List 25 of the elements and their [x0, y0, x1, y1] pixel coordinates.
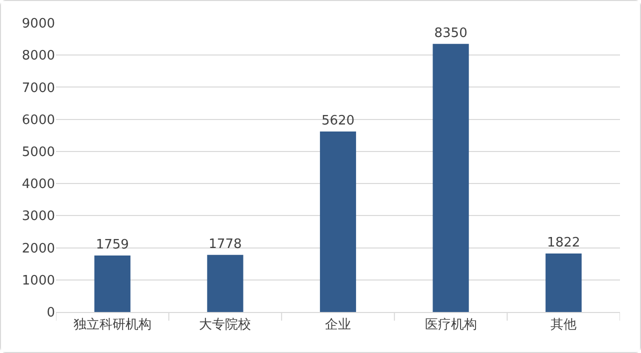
x-tick-label: 独立科研机构: [73, 316, 152, 333]
x-tick-label: 企业: [325, 318, 351, 333]
bar: [546, 253, 582, 312]
bar: [320, 132, 356, 312]
bar: [207, 254, 244, 312]
y-tick-label: 2000: [22, 241, 55, 256]
y-tick-label: 1000: [22, 273, 55, 288]
y-tick-label: 9000: [22, 16, 55, 32]
x-tick-label: 医疗机构: [424, 318, 477, 333]
y-tick-label: 8000: [22, 48, 55, 64]
data-label: 1759: [96, 238, 129, 253]
y-tick-label: 7000: [22, 80, 55, 96]
y-tick-label: 5000: [22, 144, 55, 160]
y-tick-label: 3000: [22, 209, 55, 224]
data-label: 8350: [434, 26, 468, 41]
bar: [432, 44, 469, 312]
bar: [94, 256, 130, 312]
y-tick-label: 6000: [22, 112, 55, 128]
y-tick-label: 4000: [22, 177, 55, 192]
x-tick-label: 大专院校: [199, 318, 252, 333]
y-tick-label: 0: [46, 306, 55, 321]
data-label: 5620: [321, 114, 355, 129]
data-label: 1822: [547, 235, 580, 250]
x-tick-label: 其他: [550, 318, 577, 333]
data-label: 1778: [208, 236, 242, 252]
